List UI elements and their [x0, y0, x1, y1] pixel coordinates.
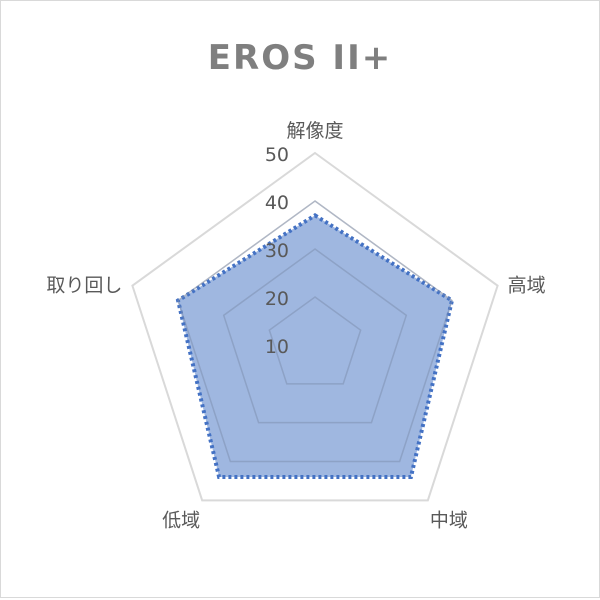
tick-label: 40 [265, 192, 289, 214]
chart-title: EROS II+ [207, 38, 393, 78]
series-outline [175, 213, 455, 480]
category-label: 解像度 [286, 120, 343, 142]
category-label: 中域 [430, 509, 468, 531]
grid-ring-overlay-40 [177, 200, 453, 463]
series-area [178, 215, 452, 478]
tick-label: 20 [265, 288, 289, 310]
tick-label: 30 [265, 240, 289, 262]
category-label: 取り回し [46, 275, 122, 297]
tick-label: 10 [265, 336, 289, 358]
category-label: 高域 [508, 275, 546, 297]
grid-ring-overlay-30 [222, 248, 408, 424]
grid-ring-50 [131, 151, 499, 502]
tick-label: 50 [265, 144, 289, 166]
grid-ring-overlay-20 [268, 296, 362, 385]
category-label: 低域 [162, 509, 200, 531]
